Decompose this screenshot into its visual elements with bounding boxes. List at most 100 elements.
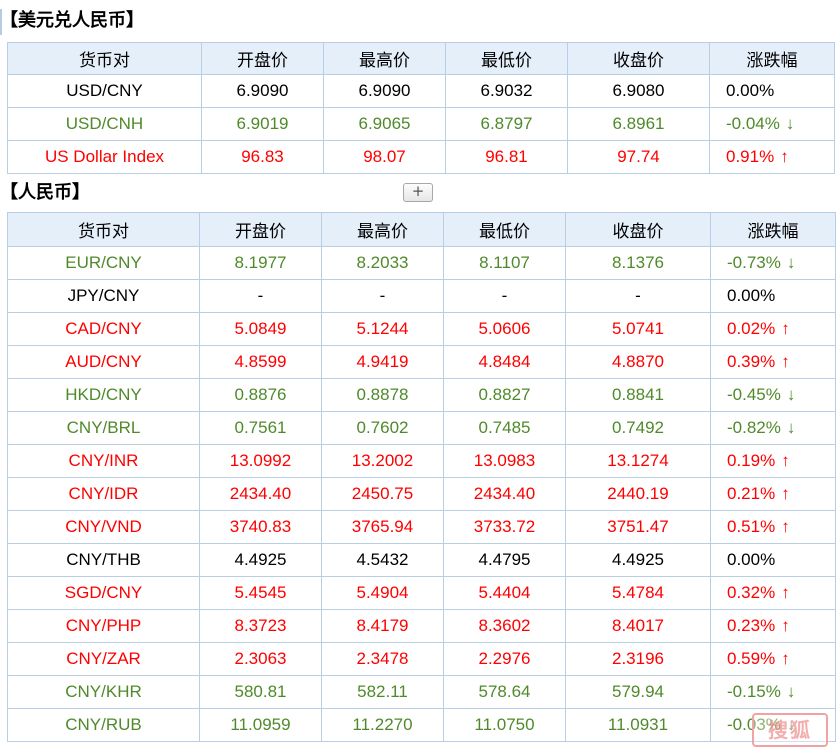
- pair-cell: CNY/PHP: [7, 609, 200, 643]
- change-value: 0.91%: [726, 147, 775, 166]
- change-cell: -0.15% ↓: [710, 675, 836, 709]
- expand-button[interactable]: +: [403, 183, 433, 202]
- high-cell: 13.2002: [321, 444, 444, 478]
- low-cell: 96.81: [445, 140, 568, 174]
- close-cell: 13.1274: [565, 444, 711, 478]
- header-high: 最高价: [321, 212, 444, 247]
- pair-cell: CNY/BRL: [7, 411, 200, 445]
- table-row: CNY/INR 13.0992 13.2002 13.0983 13.1274 0.19%…: [7, 444, 836, 478]
- change-cell: 0.21% ↑: [710, 477, 836, 511]
- open-cell: 6.9019: [201, 107, 324, 141]
- close-cell: 3751.47: [565, 510, 711, 544]
- close-cell: 0.7492: [565, 411, 711, 445]
- high-cell: 0.7602: [321, 411, 444, 445]
- table-header-row: 货币对 开盘价 最高价 最低价 收盘价 涨跌幅: [7, 42, 835, 75]
- pair-cell: CNY/RUB: [7, 708, 200, 742]
- high-cell: 3765.94: [321, 510, 444, 544]
- open-cell: 0.7561: [199, 411, 322, 445]
- change-value: -0.82%: [727, 418, 781, 437]
- change-value: -0.73%: [727, 253, 781, 272]
- change-cell: 0.19% ↑: [710, 444, 836, 478]
- high-cell: 6.9065: [323, 107, 446, 141]
- change-value: 0.02%: [727, 319, 776, 338]
- table-row: HKD/CNY 0.8876 0.8878 0.8827 0.8841 -0.45% ↓: [7, 378, 836, 412]
- change-value: 0.39%: [727, 352, 776, 371]
- close-cell: 4.8870: [565, 345, 711, 379]
- low-cell: 0.8827: [443, 378, 566, 412]
- close-cell: 5.4784: [565, 576, 711, 610]
- header-change: 涨跌幅: [710, 212, 836, 247]
- rmb-table-body: EUR/CNY 8.1977 8.2033 8.1107 8.1376 -0.73% ↓ JP…: [7, 246, 836, 742]
- high-cell: 0.8878: [321, 378, 444, 412]
- table-row: CNY/IDR 2434.40 2450.75 2434.40 2440.19 0.21%…: [7, 477, 836, 511]
- low-cell: 2.2976: [443, 642, 566, 676]
- change-cell: -0.45% ↓: [710, 378, 836, 412]
- pair-cell: JPY/CNY: [7, 279, 200, 313]
- change-value: 0.00%: [727, 286, 776, 305]
- pair-cell: USD/CNH: [7, 107, 202, 141]
- close-cell: 4.4925: [565, 543, 711, 577]
- pair-cell: CNY/THB: [7, 543, 200, 577]
- arrow-up-icon: ↑: [781, 517, 790, 536]
- low-cell: 8.3602: [443, 609, 566, 643]
- arrow-up-icon: ↑: [780, 147, 789, 166]
- change-value: -0.04%: [726, 114, 780, 133]
- change-cell: -0.82% ↓: [710, 411, 836, 445]
- pair-cell: CNY/VND: [7, 510, 200, 544]
- header-open: 开盘价: [201, 42, 324, 75]
- high-cell: 4.9419: [321, 345, 444, 379]
- table-header-row: 货币对 开盘价 最高价 最低价 收盘价 涨跌幅: [7, 212, 836, 247]
- change-cell: 0.00%: [710, 543, 836, 577]
- close-cell: 579.94: [565, 675, 711, 709]
- low-cell: 13.0983: [443, 444, 566, 478]
- change-value: -0.45%: [727, 385, 781, 404]
- pair-cell: CAD/CNY: [7, 312, 200, 346]
- open-cell: 4.8599: [199, 345, 322, 379]
- arrow-down-icon: ↓: [786, 253, 796, 272]
- open-cell: 6.9090: [201, 74, 324, 108]
- change-cell: 0.59% ↑: [710, 642, 836, 676]
- arrow-down-icon: ↓: [785, 114, 795, 133]
- close-cell: -: [565, 279, 711, 313]
- usd-cny-table-body: USD/CNY 6.9090 6.9090 6.9032 6.9080 0.00% USD/…: [7, 74, 835, 174]
- high-cell: 98.07: [323, 140, 446, 174]
- high-cell: -: [321, 279, 444, 313]
- change-cell: 0.91% ↑: [709, 140, 835, 174]
- low-cell: 11.0750: [443, 708, 566, 742]
- open-cell: 5.4545: [199, 576, 322, 610]
- arrow-down-icon: ↓: [786, 418, 796, 437]
- open-cell: 4.4925: [199, 543, 322, 577]
- table-row: CNY/VND 3740.83 3765.94 3733.72 3751.47 0.51%…: [7, 510, 836, 544]
- header-open: 开盘价: [199, 212, 322, 247]
- change-cell: 0.51% ↑: [710, 510, 836, 544]
- open-cell: -: [199, 279, 322, 313]
- open-cell: 8.1977: [199, 246, 322, 280]
- close-cell: 11.0931: [565, 708, 711, 742]
- pair-cell: HKD/CNY: [7, 378, 200, 412]
- close-cell: 2.3196: [565, 642, 711, 676]
- change-cell: -0.04% ↓: [709, 107, 835, 141]
- low-cell: 4.8484: [443, 345, 566, 379]
- table-row: AUD/CNY 4.8599 4.9419 4.8484 4.8870 0.39% ↑: [7, 345, 836, 379]
- low-cell: -: [443, 279, 566, 313]
- pair-cell: USD/CNY: [7, 74, 202, 108]
- high-cell: 2450.75: [321, 477, 444, 511]
- close-cell: 6.8961: [567, 107, 710, 141]
- change-value: 0.23%: [727, 616, 776, 635]
- pair-cell: SGD/CNY: [7, 576, 200, 610]
- low-cell: 5.4404: [443, 576, 566, 610]
- arrow-up-icon: ↑: [781, 352, 790, 371]
- change-value: 0.19%: [727, 451, 776, 470]
- header-high: 最高价: [323, 42, 446, 75]
- pair-cell: AUD/CNY: [7, 345, 200, 379]
- change-cell: 0.32% ↑: [710, 576, 836, 610]
- change-value: 0.21%: [727, 484, 776, 503]
- arrow-down-icon: ↓: [786, 385, 796, 404]
- low-cell: 6.8797: [445, 107, 568, 141]
- table-row: CNY/ZAR 2.3063 2.3478 2.2976 2.3196 0.59% ↑: [7, 642, 836, 676]
- change-value: 0.00%: [726, 81, 775, 100]
- change-cell: -0.73% ↓: [710, 246, 836, 280]
- high-cell: 6.9090: [323, 74, 446, 108]
- close-cell: 8.1376: [565, 246, 711, 280]
- high-cell: 4.5432: [321, 543, 444, 577]
